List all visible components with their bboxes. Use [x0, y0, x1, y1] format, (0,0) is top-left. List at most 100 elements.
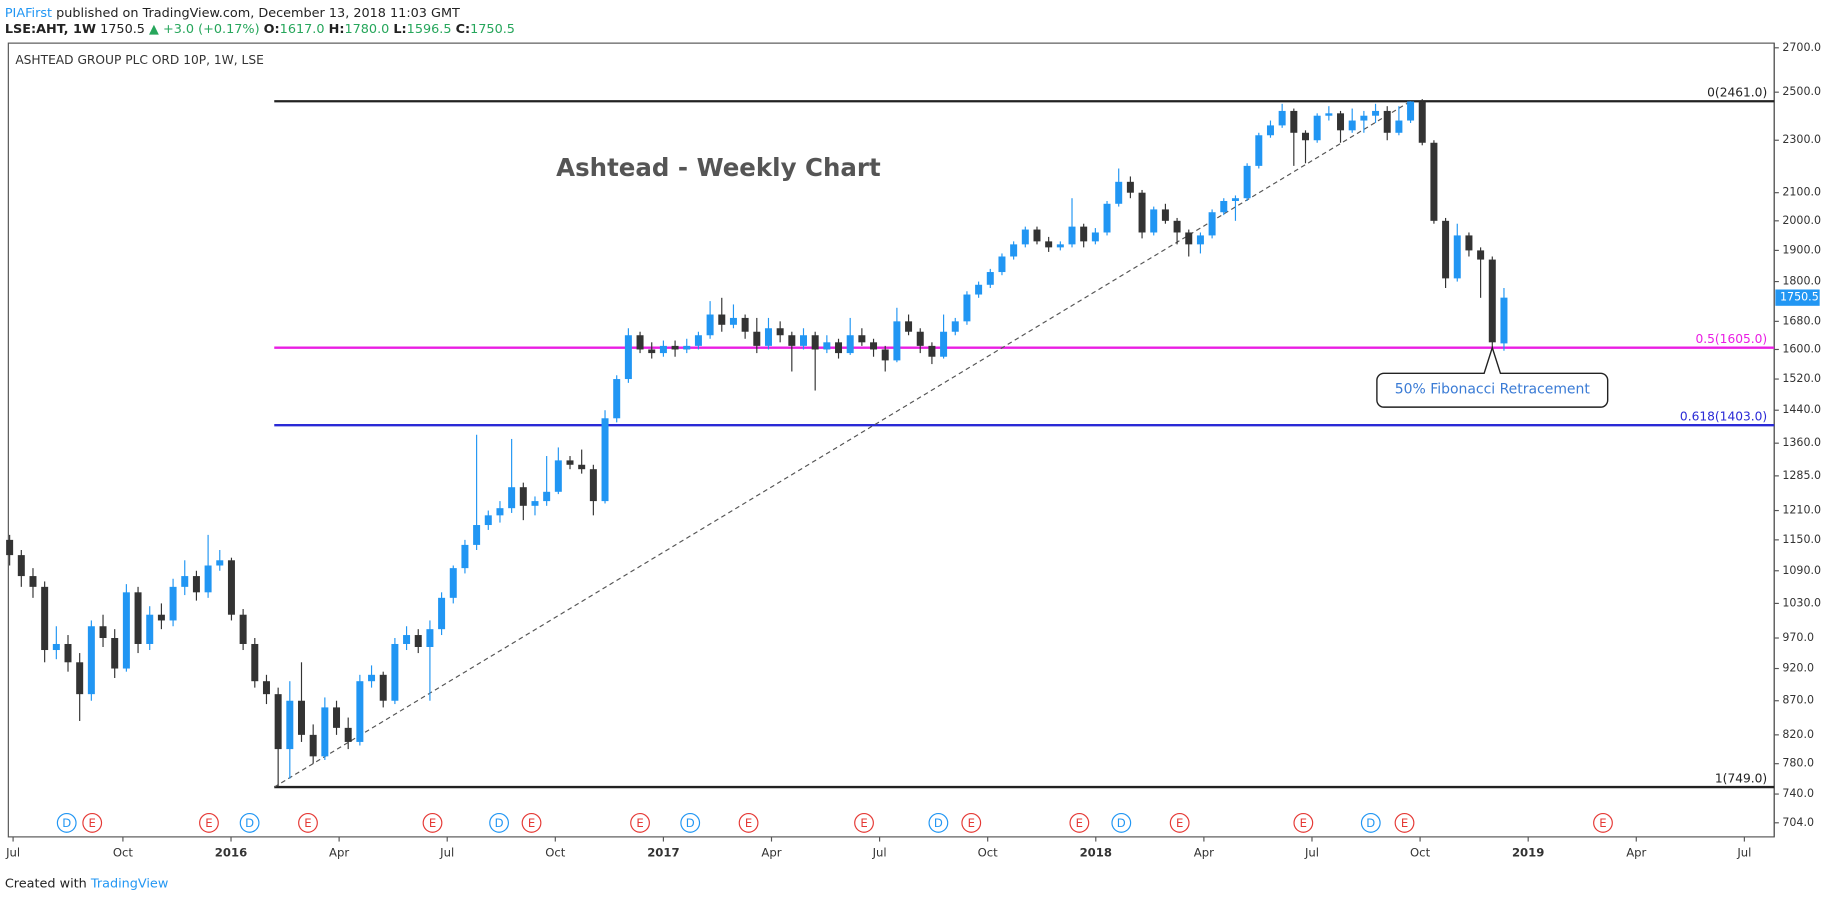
- event-marker[interactable]: E: [738, 812, 759, 833]
- event-marker[interactable]: E: [854, 812, 874, 833]
- candle-body: [122, 592, 130, 669]
- candle-body: [776, 328, 784, 336]
- event-marker[interactable]: D: [1360, 812, 1381, 833]
- event-circle: [1169, 812, 1190, 833]
- candle-body: [566, 460, 574, 465]
- event-marker[interactable]: D: [680, 812, 701, 833]
- candle-body: [788, 335, 796, 346]
- candle-body: [694, 335, 702, 346]
- y-tick-label: 970.0: [1782, 631, 1814, 644]
- event-marker[interactable]: D: [239, 812, 260, 833]
- candle-body: [519, 487, 527, 506]
- high-label: H:: [329, 22, 345, 37]
- author[interactable]: PIAFirst: [5, 5, 52, 20]
- candle-body: [414, 635, 422, 647]
- candle-body: [461, 544, 469, 569]
- candle-body: [449, 568, 457, 598]
- event-marker[interactable]: E: [1293, 812, 1314, 833]
- candle-body: [473, 525, 481, 545]
- event-marker[interactable]: D: [1111, 812, 1132, 833]
- y-tick-label: 780.0: [1782, 757, 1814, 770]
- event-label: E: [205, 816, 212, 830]
- event-marker[interactable]: E: [1593, 812, 1613, 833]
- last-price-tag: [1775, 289, 1820, 306]
- y-tick-label: 1680.0: [1782, 314, 1821, 327]
- event-circle: [630, 812, 650, 833]
- event-label: D: [1117, 816, 1126, 830]
- candle-body: [391, 643, 399, 701]
- candle-body: [1021, 229, 1029, 245]
- candle-body: [589, 469, 597, 502]
- event-marker[interactable]: E: [961, 812, 982, 833]
- event-circle: [521, 812, 542, 833]
- candle-body: [940, 331, 948, 357]
- candle-body: [1488, 259, 1496, 343]
- event-marker[interactable]: E: [630, 812, 650, 833]
- event-marker[interactable]: E: [199, 812, 219, 833]
- candle-body: [484, 515, 492, 526]
- candle-body: [1313, 115, 1321, 141]
- candle-body: [1477, 250, 1485, 260]
- x-tick-label: Oct: [1410, 846, 1431, 860]
- candle-body: [659, 345, 667, 354]
- candle-body: [1173, 220, 1181, 233]
- event-marker[interactable]: D: [56, 812, 77, 833]
- candle-body: [905, 321, 913, 332]
- event-marker[interactable]: D: [928, 812, 949, 833]
- candle-body: [1383, 110, 1391, 133]
- candle-body: [426, 629, 434, 647]
- candle-body: [309, 734, 317, 757]
- event-marker[interactable]: E: [82, 812, 103, 833]
- header-text: published on TradingView.com, December 1…: [56, 5, 460, 20]
- candle-body: [1278, 110, 1286, 126]
- candle-body: [204, 565, 212, 593]
- event-circle: [1593, 812, 1613, 833]
- event-label: E: [1176, 816, 1183, 830]
- candle-body: [543, 491, 551, 502]
- event-circle: [854, 812, 874, 833]
- event-label: E: [1599, 816, 1606, 830]
- event-marker[interactable]: D: [489, 812, 510, 833]
- candle-body: [134, 592, 142, 644]
- event-marker[interactable]: E: [298, 812, 318, 833]
- y-tick-label: 1360.0: [1782, 436, 1821, 449]
- event-label: E: [1300, 816, 1307, 830]
- candle-body: [578, 464, 586, 470]
- candle-body: [1243, 165, 1251, 199]
- candle-body: [998, 256, 1006, 273]
- candle-body: [823, 342, 831, 350]
- y-tick-label: 1285.0: [1782, 469, 1821, 482]
- candle-body: [706, 314, 714, 336]
- event-marker[interactable]: E: [1069, 812, 1090, 833]
- event-circle: [239, 812, 260, 833]
- candle-body: [1395, 120, 1403, 133]
- event-circle: [82, 812, 103, 833]
- candle-body: [356, 681, 364, 742]
- event-marker[interactable]: E: [1394, 812, 1415, 833]
- x-tick-label: Oct: [545, 846, 566, 860]
- event-circle: [489, 812, 510, 833]
- x-tick-label: Jul: [1736, 846, 1751, 860]
- candle-body: [753, 331, 761, 346]
- event-marker[interactable]: E: [1169, 812, 1190, 833]
- candle-body: [76, 662, 84, 695]
- y-tick-label: 2000.0: [1782, 214, 1821, 227]
- candle-body: [262, 681, 270, 695]
- y-tick-label: 1150.0: [1782, 533, 1821, 546]
- brand[interactable]: TradingView: [90, 876, 168, 891]
- candle-body: [963, 294, 971, 322]
- footer-text: Created with: [5, 876, 87, 891]
- open: 1617.0: [280, 22, 325, 37]
- y-tick-label: 1800.0: [1782, 275, 1821, 288]
- candle-body: [1418, 101, 1426, 143]
- candle-body: [1290, 110, 1298, 133]
- candle-body: [64, 643, 72, 663]
- event-label: D: [934, 816, 943, 830]
- candle-body: [718, 314, 726, 325]
- candle-body: [1126, 181, 1134, 193]
- event-marker[interactable]: E: [422, 812, 443, 833]
- event-marker[interactable]: E: [521, 812, 542, 833]
- event-label: E: [528, 816, 535, 830]
- candle-body: [835, 342, 843, 354]
